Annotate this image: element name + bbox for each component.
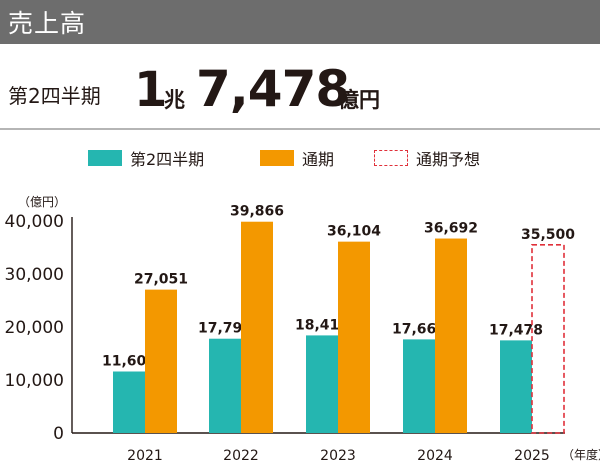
section-title: 売上高 — [8, 9, 87, 38]
bar-value-label: 27,051 — [134, 272, 188, 288]
legend-label-q2: 第2四半期 — [130, 150, 205, 169]
x-tick-label: 2021 — [127, 448, 163, 464]
legend-label-forecast: 通期予想 — [416, 150, 481, 169]
x-tick-label: 2025 — [514, 448, 550, 464]
bar-value-label: 36,104 — [327, 224, 381, 240]
headline-unit-hundred-million: 億円 — [338, 88, 380, 112]
legend-item-q2: 第2四半期 — [88, 146, 204, 170]
bar-value-label: 17,478 — [489, 322, 543, 338]
bar-full-year — [145, 289, 177, 433]
legend-item-full-year: 通期 — [260, 146, 334, 170]
legend-swatch-q2 — [88, 150, 122, 166]
legend-item-forecast: 通期予想 — [374, 146, 480, 170]
bar-value-label: 35,500 — [521, 227, 575, 243]
bar-value-label: 17,664 — [392, 321, 446, 337]
headline-summary: 第2四半期 1 兆 7,478 億円 — [0, 58, 600, 118]
bar-value-label: 17,792 — [198, 321, 252, 337]
chart-legend: 第2四半期 通期 通期予想 — [0, 146, 600, 170]
y-tick-label: 0 — [53, 424, 64, 444]
bar-full-year — [241, 221, 273, 433]
legend-swatch-forecast — [374, 150, 408, 166]
y-tick-label: 10,000 — [5, 371, 64, 391]
y-tick-label: 30,000 — [5, 265, 64, 285]
bar-q2 — [500, 340, 532, 433]
bar-q2 — [209, 338, 241, 433]
bar-full-year — [338, 241, 370, 433]
bar-q2 — [113, 371, 145, 433]
bar-full-year — [435, 238, 467, 433]
headline-period-label: 第2四半期 — [8, 84, 101, 108]
headline-value-trillion: 1 — [134, 62, 167, 118]
x-axis-unit-label: （年度） — [562, 447, 600, 462]
bar-value-label: 11,604 — [102, 353, 156, 369]
bar-value-label: 18,415 — [295, 317, 349, 333]
headline-value-hundred-million: 7,478 — [196, 60, 350, 118]
bar-q2 — [403, 339, 435, 433]
y-tick-label: 20,000 — [5, 318, 64, 338]
y-axis-unit-label: （億円） — [18, 195, 66, 209]
x-tick-label: 2023 — [320, 448, 356, 464]
x-tick-label: 2024 — [417, 448, 453, 464]
legend-label-full-year: 通期 — [302, 150, 335, 169]
bar-value-label: 36,692 — [424, 221, 478, 237]
legend-swatch-full-year — [260, 150, 294, 166]
bar-value-label: 39,866 — [230, 204, 284, 220]
divider — [0, 128, 600, 130]
y-tick-label: 40,000 — [5, 212, 64, 232]
x-tick-label: 2022 — [223, 448, 259, 464]
bar-forecast — [531, 244, 565, 434]
header-bar: 売上高 — [0, 0, 600, 44]
headline-unit-trillion: 兆 — [164, 88, 185, 112]
bar-q2 — [306, 335, 338, 433]
